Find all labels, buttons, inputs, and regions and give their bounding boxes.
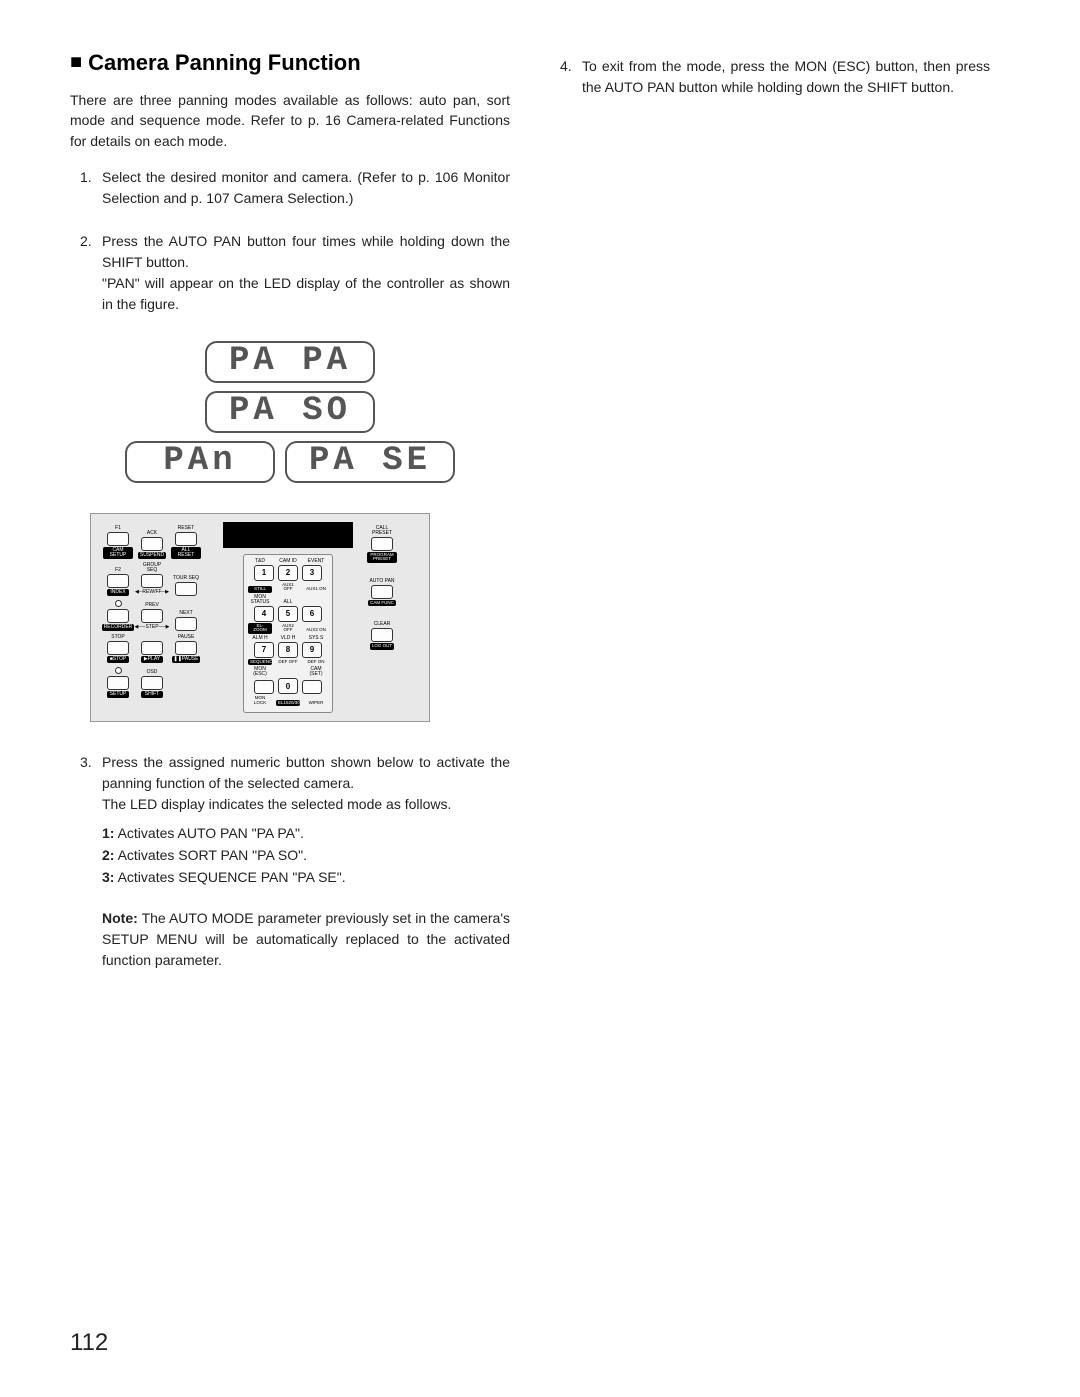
keypad-4: 4	[254, 606, 274, 622]
led-pa-pa: PA PA	[205, 341, 375, 383]
keypad-2: 2	[278, 565, 298, 581]
keypad-7: 7	[254, 642, 274, 658]
mode-2: 2: Activates SORT PAN "PA SO".	[102, 845, 510, 867]
ctrl-button	[175, 532, 197, 546]
intro-text: There are three panning modes available …	[70, 90, 510, 151]
heading: ■Camera Panning Function	[70, 50, 510, 76]
ctrl-button	[141, 609, 163, 623]
step-1: 1.Select the desired monitor and camera.…	[88, 167, 510, 209]
mode-1: 1: Activates AUTO PAN "PA PA".	[102, 823, 510, 845]
ctrl-button	[175, 582, 197, 596]
step-4: 4.To exit from the mode, press the MON (…	[568, 56, 990, 98]
keypad-1: 1	[254, 565, 274, 581]
ctrl-button	[107, 641, 129, 655]
keypad-0: 0	[278, 678, 298, 694]
led-display-group: PA PA PA SO PAn PA SE	[70, 341, 510, 483]
ctrl-button	[175, 641, 197, 655]
lcd-display	[223, 522, 353, 548]
ctrl-button	[141, 676, 163, 690]
ctrl-button	[141, 641, 163, 655]
step-3: 3.Press the assigned numeric button show…	[88, 752, 510, 971]
ctrl-button	[107, 532, 129, 546]
ctrl-button	[175, 617, 197, 631]
ctrl-button	[141, 537, 163, 551]
controller-diagram: F1CAM SETUPACKSUSPENDRESETALL RESETF2IND…	[90, 513, 430, 723]
mode-3: 3: Activates SEQUENCE PAN "PA SE".	[102, 867, 510, 889]
keypad-3: 3	[302, 565, 322, 581]
page-number: 112	[70, 1329, 108, 1357]
ctrl-button	[107, 574, 129, 588]
keypad-5: 5	[278, 606, 298, 622]
keypad-btn	[254, 680, 274, 694]
led-pa-so: PA SO	[205, 391, 375, 433]
ctrl-button	[107, 676, 129, 690]
led-pa-se: PA SE	[285, 441, 455, 483]
ctrl-right-button	[371, 537, 393, 551]
keypad-8: 8	[278, 642, 298, 658]
note: Note: The AUTO MODE parameter previously…	[102, 908, 510, 971]
keypad-6: 6	[302, 606, 322, 622]
keypad-9: 9	[302, 642, 322, 658]
keypad-btn	[302, 680, 322, 694]
ctrl-button	[107, 609, 129, 623]
ctrl-right-button	[371, 585, 393, 599]
led-pan: PAn	[125, 441, 275, 483]
ctrl-right-button	[371, 628, 393, 642]
ctrl-button	[141, 574, 163, 588]
step-2: 2.Press the AUTO PAN button four times w…	[88, 231, 510, 315]
